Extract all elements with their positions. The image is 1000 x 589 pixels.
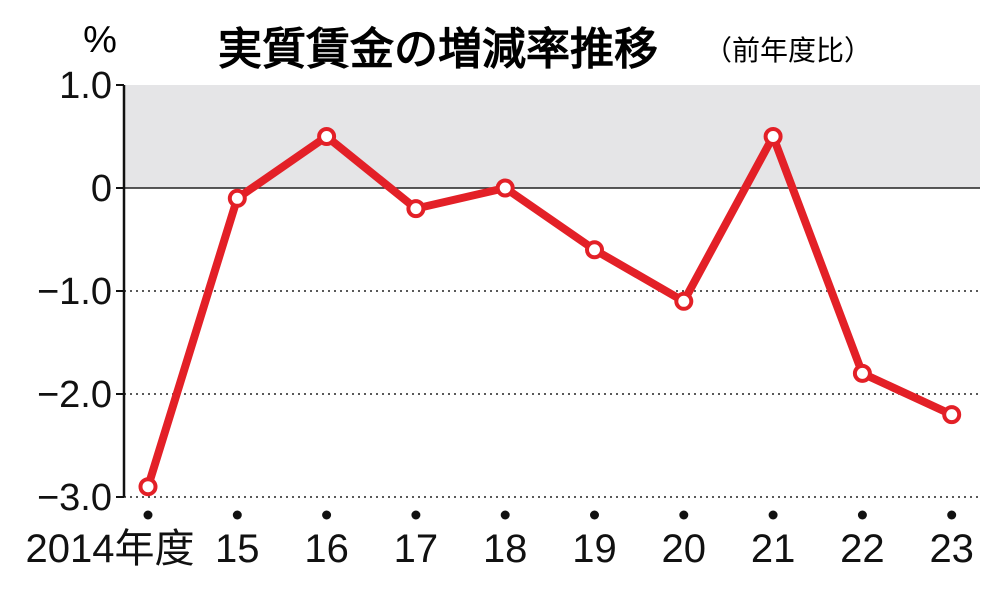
- data-point: [942, 405, 962, 425]
- x-tick-dot: [143, 510, 153, 520]
- chart-subtitle: （前年度比）: [704, 35, 872, 66]
- data-point: [317, 127, 337, 146]
- grid-layer: [124, 187, 980, 498]
- y-tick-label: −3.0: [37, 477, 112, 519]
- x-tick-dot: [947, 510, 957, 520]
- y-tick-label: −1.0: [37, 271, 112, 313]
- y-tick-label: 0: [91, 168, 112, 210]
- data-point: [585, 240, 604, 260]
- x-tick-label: 19: [572, 527, 617, 571]
- positive-band: [124, 85, 980, 188]
- x-tick-dot: [590, 510, 599, 520]
- x-tick-dot: [232, 510, 242, 520]
- x-tick-label: 17: [394, 527, 439, 571]
- x-tick-dot: [679, 510, 689, 520]
- data-point: [763, 127, 783, 146]
- data-point: [138, 477, 158, 497]
- positive-band-layer: [124, 85, 980, 188]
- data-point: [406, 199, 426, 219]
- x-tick-label: 18: [483, 527, 528, 571]
- x-tick-label: 20: [662, 527, 707, 571]
- y-axis-unit-label: %: [83, 19, 117, 61]
- x-tick-label: 15: [215, 527, 260, 571]
- data-point: [495, 178, 515, 198]
- data-point: [674, 291, 694, 311]
- x-tick-dot: [768, 510, 778, 520]
- x-tick-dot: [411, 510, 421, 520]
- series-line: [144, 126, 956, 491]
- data-point: [852, 363, 872, 383]
- x-tick-label: 2014年度: [26, 527, 195, 571]
- series-layer: [138, 126, 962, 497]
- x-tick-label: 22: [840, 527, 885, 571]
- y-tick-label: −2.0: [37, 374, 112, 416]
- x-tick-label: 21: [751, 527, 796, 571]
- data-point: [227, 188, 247, 208]
- y-tick-label: 1.0: [59, 65, 112, 107]
- x-tick-label: 23: [929, 527, 974, 571]
- chart-title: 実質賃金の増減率推移: [218, 24, 658, 75]
- x-tick-dot: [857, 510, 867, 520]
- x-tick-dot: [500, 510, 510, 520]
- x-tick-dot: [322, 510, 332, 520]
- label-layer: % 実質賃金の増減率推移 （前年度比） 1.0 0 −1.0 −2.0 −3.0 2014…: [26, 19, 974, 571]
- x-tick-label: 16: [304, 527, 349, 571]
- axis-layer: [116, 84, 957, 520]
